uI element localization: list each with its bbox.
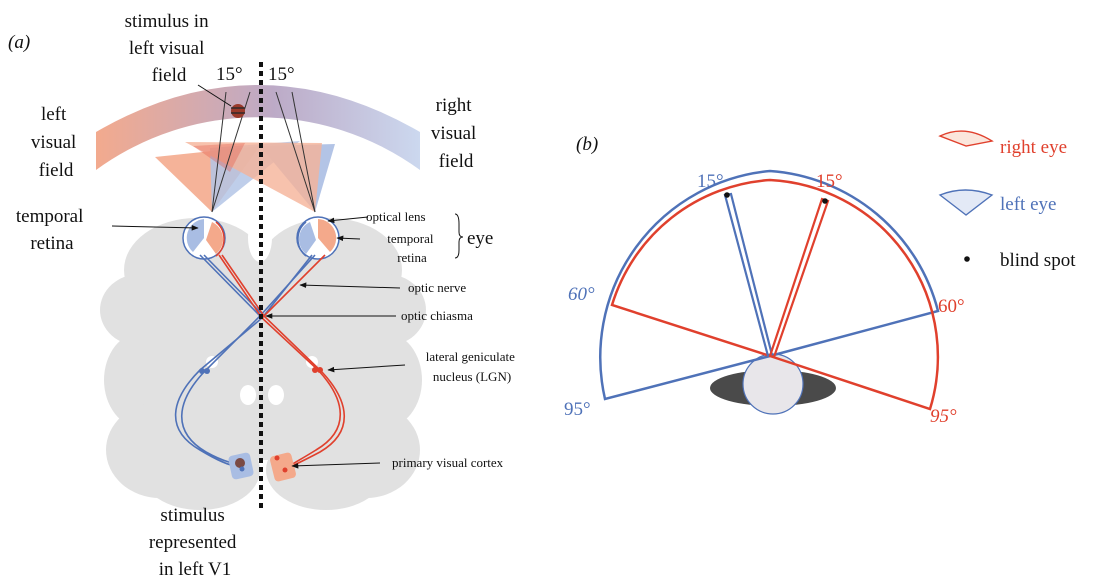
optic-nerve-label: optic nerve (408, 280, 466, 295)
right-blind-spot-wedge (768, 197, 830, 359)
legend: right eye left eye blind spot (938, 130, 1076, 271)
right-95-label: 95° (930, 406, 957, 427)
v1-right (270, 452, 296, 482)
lgn-nuclei (199, 367, 323, 374)
legend-left-eye-icon (938, 189, 994, 216)
legend-left-eye-label: left eye (1000, 194, 1056, 215)
angle-right-label: 15° (268, 64, 295, 85)
temporal-retina-label-left: temporal retina (16, 206, 88, 254)
blind-spot-right (822, 198, 828, 204)
head-icon (710, 353, 836, 415)
blind-spot-left (724, 192, 730, 198)
lgn-label: lateral geniculate nucleus (LGN) (426, 349, 518, 384)
panel-b-label: (b) (576, 134, 598, 155)
right-60-label: 60° (938, 296, 965, 317)
left-eye (182, 216, 226, 260)
stimulus-marker (231, 104, 245, 118)
left-15-label: 15° (697, 171, 724, 192)
panel-a-label: (a) (8, 32, 30, 53)
stimulus-v1-label: stimulus represented in left V1 (149, 505, 241, 579)
optical-lens-label: optical lens (366, 209, 426, 224)
legend-blind-spot-label: blind spot (1000, 250, 1076, 271)
projection-cones (155, 141, 335, 212)
right-15-label: 15° (816, 171, 843, 192)
left-95-label: 95° (564, 399, 591, 420)
legend-right-eye-label: right eye (1000, 137, 1067, 158)
stimulus-left-field-label: stimulus in left visual field (125, 11, 214, 86)
legend-blind-spot-icon (964, 256, 970, 262)
primary-visual-cortex-label: primary visual cortex (392, 455, 504, 470)
visual-field-arc (96, 85, 420, 170)
panel-a: (a) (8, 11, 518, 579)
angle-left-label: 15° (216, 64, 243, 85)
annotation-arrows (111, 213, 464, 469)
panel-b: (b) 15° 15° 60° 60° 95° 95° right eye le… (564, 130, 1076, 427)
left-visual-field-label: left visual field (31, 104, 81, 181)
temporal-retina-label-right: temporal retina (387, 231, 436, 265)
left-blind-spot-wedge (723, 192, 774, 358)
left-60-label: 60° (568, 284, 595, 305)
eye-label: eye (467, 228, 493, 249)
right-visual-field-label: right visual field (431, 95, 481, 172)
right-eye (296, 216, 340, 260)
v1-left (228, 452, 254, 480)
optic-chiasma-label: optic chiasma (401, 308, 473, 323)
left-eye-field (599, 169, 940, 401)
legend-right-eye-icon (938, 130, 994, 147)
right-eye-field (610, 178, 940, 411)
